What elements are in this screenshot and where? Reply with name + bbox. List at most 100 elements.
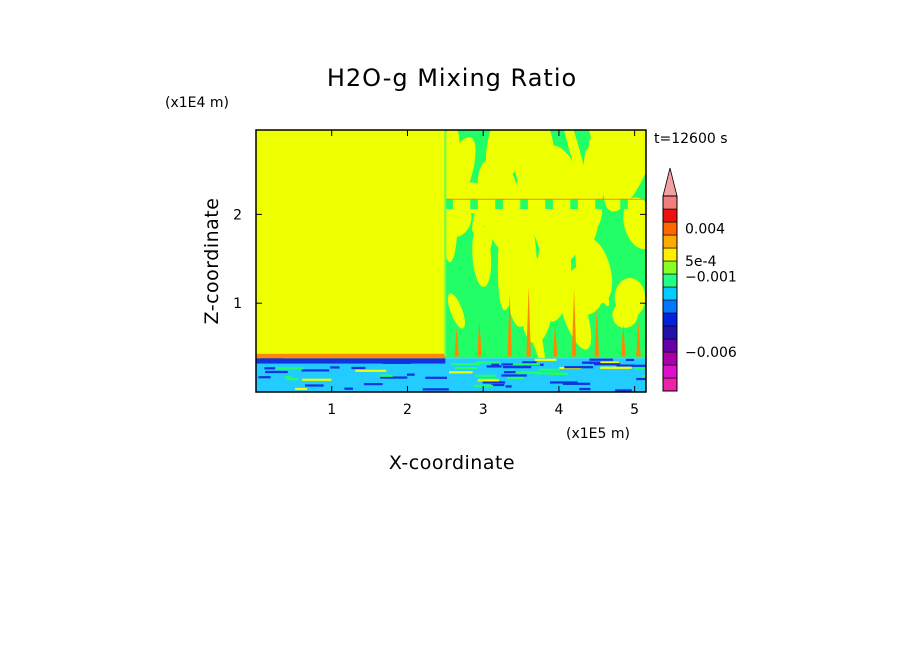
surface-patch bbox=[533, 372, 563, 375]
x-tick-label: 1 bbox=[327, 402, 336, 418]
surface-patch bbox=[625, 358, 635, 362]
moisture-streak bbox=[575, 237, 613, 304]
surface-patch bbox=[380, 376, 408, 379]
surface-patch bbox=[474, 384, 493, 388]
surface-patch bbox=[302, 378, 332, 381]
time-label: t=12600 s bbox=[654, 131, 728, 147]
band-cell bbox=[632, 199, 641, 210]
surface-patch bbox=[641, 375, 646, 378]
x-tick-label: 4 bbox=[554, 402, 563, 418]
chart-title: H2O-g Mixing Ratio bbox=[327, 64, 577, 92]
moisture-streak bbox=[558, 130, 591, 206]
moisture-streak bbox=[623, 197, 646, 250]
convective-plume bbox=[621, 324, 626, 357]
surface-patch bbox=[379, 374, 393, 377]
x-tick-label: 2 bbox=[403, 402, 412, 418]
colorbar-segment bbox=[662, 273, 678, 288]
convective-plume bbox=[507, 293, 512, 357]
convective-plume bbox=[526, 286, 531, 357]
colorbar-extension bbox=[662, 167, 678, 197]
colorbar-segment bbox=[662, 234, 678, 249]
y-axis-label: Z-coordinate bbox=[201, 198, 223, 325]
colorbar-segment bbox=[662, 286, 678, 301]
moisture-streak bbox=[585, 130, 637, 196]
band-cell bbox=[582, 199, 591, 210]
surface-patch bbox=[258, 376, 271, 379]
surface-patch bbox=[355, 369, 387, 372]
x-tick-label: 3 bbox=[479, 402, 488, 418]
surface-patch bbox=[501, 374, 527, 377]
surface-patch bbox=[301, 369, 330, 372]
convective-plume bbox=[552, 323, 558, 357]
colorbar-frame bbox=[662, 195, 678, 392]
convective-plume bbox=[477, 319, 482, 357]
surface-patch bbox=[486, 365, 502, 368]
colorbar-segment bbox=[662, 325, 678, 340]
colorbar-segment bbox=[662, 364, 678, 379]
colorbar-segment bbox=[662, 338, 678, 353]
moisture-streak bbox=[614, 278, 646, 318]
colorbar-label: −0.006 bbox=[685, 345, 737, 361]
colorbar-segment bbox=[662, 351, 678, 366]
convective-plume bbox=[571, 288, 577, 357]
convective-plume bbox=[636, 320, 641, 357]
band-cell bbox=[445, 199, 453, 210]
colorbar-label: 5e-4 bbox=[685, 254, 717, 270]
surface-patch bbox=[594, 363, 621, 366]
surface-patch bbox=[588, 361, 601, 364]
band-cell bbox=[607, 199, 616, 210]
surface-patch bbox=[422, 388, 449, 391]
band-cell bbox=[620, 199, 628, 210]
band-cell bbox=[457, 199, 466, 210]
surface-patch bbox=[632, 364, 646, 367]
surface-patch bbox=[539, 368, 560, 371]
y-unit-label: (x1E4 m) bbox=[165, 95, 229, 111]
x-axis-label: X-coordinate bbox=[389, 452, 515, 474]
band-cell bbox=[495, 199, 503, 210]
y-axis: 12 bbox=[233, 207, 646, 312]
surface-patch bbox=[344, 387, 353, 390]
surface-patch bbox=[503, 371, 516, 374]
plot-frame bbox=[255, 129, 647, 393]
boundary-line bbox=[256, 353, 446, 359]
surface-patch bbox=[455, 366, 478, 370]
y-tick-label: 1 bbox=[233, 296, 242, 312]
surface-patch bbox=[364, 382, 383, 386]
surface-patch bbox=[482, 381, 506, 384]
surface-patch bbox=[491, 383, 505, 387]
surface-patch bbox=[508, 371, 541, 374]
moisture-streak bbox=[514, 168, 550, 234]
surface-patch bbox=[304, 384, 324, 387]
colorbar-segment bbox=[662, 221, 678, 236]
band-cell bbox=[482, 199, 491, 210]
surface-patch bbox=[564, 366, 594, 369]
moisture-streak bbox=[486, 130, 535, 180]
surface-patch bbox=[579, 387, 591, 391]
surface-patch bbox=[634, 367, 646, 370]
band-cell bbox=[595, 199, 603, 210]
surface-patch bbox=[351, 366, 366, 370]
surface-patch bbox=[286, 378, 299, 381]
moisture-streak bbox=[447, 293, 465, 329]
surface-patch bbox=[265, 370, 288, 374]
colorbar: 0.004 5e-4−0.001 −0.006 bbox=[662, 167, 737, 392]
surface-patch bbox=[276, 367, 304, 370]
surface-patch bbox=[507, 376, 524, 380]
surface-patch bbox=[264, 367, 276, 370]
band-cell bbox=[507, 199, 516, 210]
colorbar-segment bbox=[662, 260, 678, 275]
surface-patch bbox=[330, 366, 340, 369]
band-cell bbox=[545, 199, 553, 210]
surface-patch bbox=[295, 387, 308, 391]
colorbar-label: −0.001 bbox=[685, 270, 737, 286]
surface-patch bbox=[589, 358, 614, 361]
convective-plume bbox=[594, 307, 600, 357]
surface-patch bbox=[448, 371, 473, 374]
x-tick-label: 5 bbox=[630, 402, 639, 418]
surface-patch bbox=[285, 376, 292, 379]
surface-patch bbox=[636, 377, 646, 381]
surface-patch bbox=[475, 374, 496, 377]
band-cell bbox=[570, 199, 578, 210]
band-cell bbox=[532, 199, 541, 210]
surface-patch bbox=[522, 361, 537, 364]
